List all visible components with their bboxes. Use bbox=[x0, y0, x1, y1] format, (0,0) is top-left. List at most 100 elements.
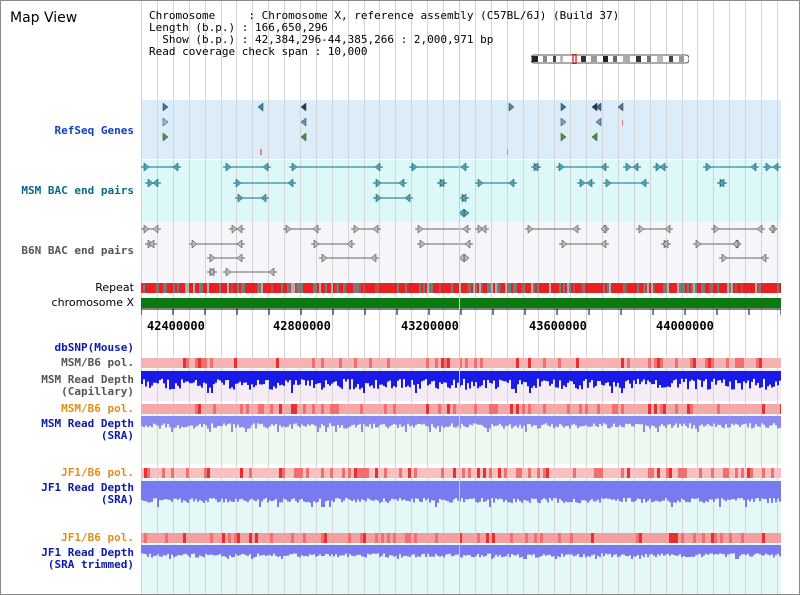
gene-arrow-icon[interactable] bbox=[617, 102, 624, 112]
gene-arrow-icon[interactable] bbox=[695, 239, 702, 249]
gene-arrow-icon[interactable] bbox=[460, 193, 467, 203]
gene-arrow-icon[interactable] bbox=[458, 208, 465, 218]
gene-arrow-icon[interactable] bbox=[291, 162, 298, 172]
gene-arrow-icon[interactable] bbox=[225, 267, 232, 277]
gene-arrow-icon[interactable] bbox=[625, 162, 632, 172]
jf1-b6-pol-label-2[interactable]: JF1/B6 pol. bbox=[61, 531, 134, 544]
gene-arrow-icon[interactable] bbox=[236, 224, 243, 234]
gene-arrow-icon[interactable] bbox=[600, 239, 607, 249]
gene-arrow-icon[interactable] bbox=[236, 239, 243, 249]
gene-arrow-icon[interactable] bbox=[477, 178, 484, 188]
gene-arrow-icon[interactable] bbox=[313, 239, 320, 249]
msm-b6-pol-label-2[interactable]: MSM/B6 pol. bbox=[61, 402, 134, 415]
gene-arrow-icon[interactable] bbox=[209, 253, 216, 263]
gene-arrow-icon[interactable] bbox=[231, 224, 238, 234]
gene-arrow-icon[interactable] bbox=[143, 224, 150, 234]
msm-bac-track[interactable] bbox=[141, 160, 781, 222]
gene-arrow-icon[interactable] bbox=[312, 224, 319, 234]
gene-arrow-icon[interactable] bbox=[300, 132, 307, 142]
gene-arrow-icon[interactable] bbox=[750, 162, 757, 172]
gene-arrow-icon[interactable] bbox=[655, 162, 662, 172]
dbsnp-label[interactable]: dbSNP(Mouse) bbox=[54, 341, 134, 354]
ideogram-icon[interactable] bbox=[531, 54, 689, 64]
jf1-trim-depth-label[interactable]: JF1 Read Depth (SRA trimmed) bbox=[41, 546, 134, 571]
gene-arrow-icon[interactable] bbox=[372, 224, 379, 234]
gene-arrow-icon[interactable] bbox=[560, 117, 567, 127]
gene-arrow-icon[interactable] bbox=[458, 253, 465, 263]
b6n-bac-label[interactable]: B6N BAC end pairs bbox=[21, 244, 134, 257]
gene-arrow-icon[interactable] bbox=[595, 117, 602, 127]
gene-arrow-icon[interactable] bbox=[260, 193, 267, 203]
gene-arrow-icon[interactable] bbox=[172, 162, 179, 172]
gene-arrow-icon[interactable] bbox=[705, 162, 712, 172]
gene-arrow-icon[interactable] bbox=[532, 162, 539, 172]
gene-arrow-icon[interactable] bbox=[765, 162, 772, 172]
gene-arrow-icon[interactable] bbox=[572, 224, 579, 234]
gene-arrow-icon[interactable] bbox=[148, 239, 155, 249]
gene-arrow-icon[interactable] bbox=[659, 162, 666, 172]
gene-arrow-icon[interactable] bbox=[558, 162, 565, 172]
gene-arrow-icon[interactable] bbox=[732, 239, 739, 249]
gene-arrow-icon[interactable] bbox=[370, 253, 377, 263]
msm-bac-label[interactable]: MSM BAC end pairs bbox=[21, 184, 134, 197]
gene-arrow-icon[interactable] bbox=[208, 267, 215, 277]
jf1-sra-depth-label[interactable]: JF1 Read Depth (SRA) bbox=[41, 481, 134, 506]
jf1-b6-pol-label-1[interactable]: JF1/B6 pol. bbox=[61, 466, 134, 479]
gene-arrow-icon[interactable] bbox=[353, 224, 360, 234]
gene-arrow-icon[interactable] bbox=[268, 267, 275, 277]
gene-arrow-icon[interactable] bbox=[236, 253, 243, 263]
gene-arrow-icon[interactable] bbox=[591, 132, 598, 142]
gene-arrow-icon[interactable] bbox=[257, 102, 264, 112]
gene-arrow-icon[interactable] bbox=[152, 178, 159, 188]
gene-arrow-icon[interactable] bbox=[508, 178, 515, 188]
gene-arrow-icon[interactable] bbox=[462, 224, 469, 234]
gene-arrow-icon[interactable] bbox=[768, 224, 775, 234]
gene-arrow-icon[interactable] bbox=[417, 224, 424, 234]
gene-arrow-icon[interactable] bbox=[262, 162, 269, 172]
gene-arrow-icon[interactable] bbox=[560, 132, 567, 142]
gene-arrow-icon[interactable] bbox=[600, 162, 607, 172]
gene-arrow-icon[interactable] bbox=[640, 178, 647, 188]
gene-arrow-icon[interactable] bbox=[375, 178, 382, 188]
msm-capillary-depth-label[interactable]: MSM Read Depth (Capillary) bbox=[41, 373, 134, 398]
gene-arrow-icon[interactable] bbox=[346, 239, 353, 249]
gene-arrow-icon[interactable] bbox=[527, 224, 534, 234]
gene-arrow-icon[interactable] bbox=[404, 193, 411, 203]
b6n-bac-track[interactable] bbox=[141, 222, 781, 282]
gene-arrow-icon[interactable] bbox=[638, 224, 645, 234]
gene-arrow-icon[interactable] bbox=[152, 224, 159, 234]
gene-arrow-icon[interactable] bbox=[632, 162, 639, 172]
gene-arrow-icon[interactable] bbox=[464, 239, 471, 249]
gene-arrow-icon[interactable] bbox=[287, 178, 294, 188]
gene-arrow-icon[interactable] bbox=[143, 162, 150, 172]
gene-arrow-icon[interactable] bbox=[772, 162, 779, 172]
gene-arrow-icon[interactable] bbox=[460, 162, 467, 172]
msm-sra-depth-label[interactable]: MSM Read Depth (SRA) bbox=[41, 417, 134, 442]
gene-arrow-icon[interactable] bbox=[508, 102, 515, 112]
gene-arrow-icon[interactable] bbox=[162, 132, 169, 142]
gene-arrow-icon[interactable] bbox=[561, 239, 568, 249]
gene-arrow-icon[interactable] bbox=[477, 224, 484, 234]
gene-arrow-icon[interactable] bbox=[664, 224, 671, 234]
gene-arrow-icon[interactable] bbox=[721, 253, 728, 263]
gene-arrow-icon[interactable] bbox=[235, 178, 242, 188]
gene-arrow-icon[interactable] bbox=[586, 178, 593, 188]
gene-arrow-icon[interactable] bbox=[560, 102, 567, 112]
gene-arrow-icon[interactable] bbox=[398, 178, 405, 188]
gene-arrow-icon[interactable] bbox=[713, 224, 720, 234]
gene-arrow-icon[interactable] bbox=[419, 239, 426, 249]
gene-arrow-icon[interactable] bbox=[300, 102, 307, 112]
gene-arrow-icon[interactable] bbox=[438, 178, 445, 188]
gene-arrow-icon[interactable] bbox=[595, 102, 602, 112]
gene-arrow-icon[interactable] bbox=[600, 224, 607, 234]
gene-arrow-icon[interactable] bbox=[605, 178, 612, 188]
refseq-genes-track[interactable] bbox=[141, 100, 781, 160]
gene-arrow-icon[interactable] bbox=[162, 117, 169, 127]
gene-arrow-icon[interactable] bbox=[285, 224, 292, 234]
gene-arrow-icon[interactable] bbox=[300, 117, 307, 127]
gene-arrow-icon[interactable] bbox=[374, 162, 381, 172]
gene-arrow-icon[interactable] bbox=[375, 193, 382, 203]
gene-arrow-icon[interactable] bbox=[579, 178, 586, 188]
refseq-genes-label[interactable]: RefSeq Genes bbox=[54, 124, 134, 137]
gene-arrow-icon[interactable] bbox=[411, 162, 418, 172]
